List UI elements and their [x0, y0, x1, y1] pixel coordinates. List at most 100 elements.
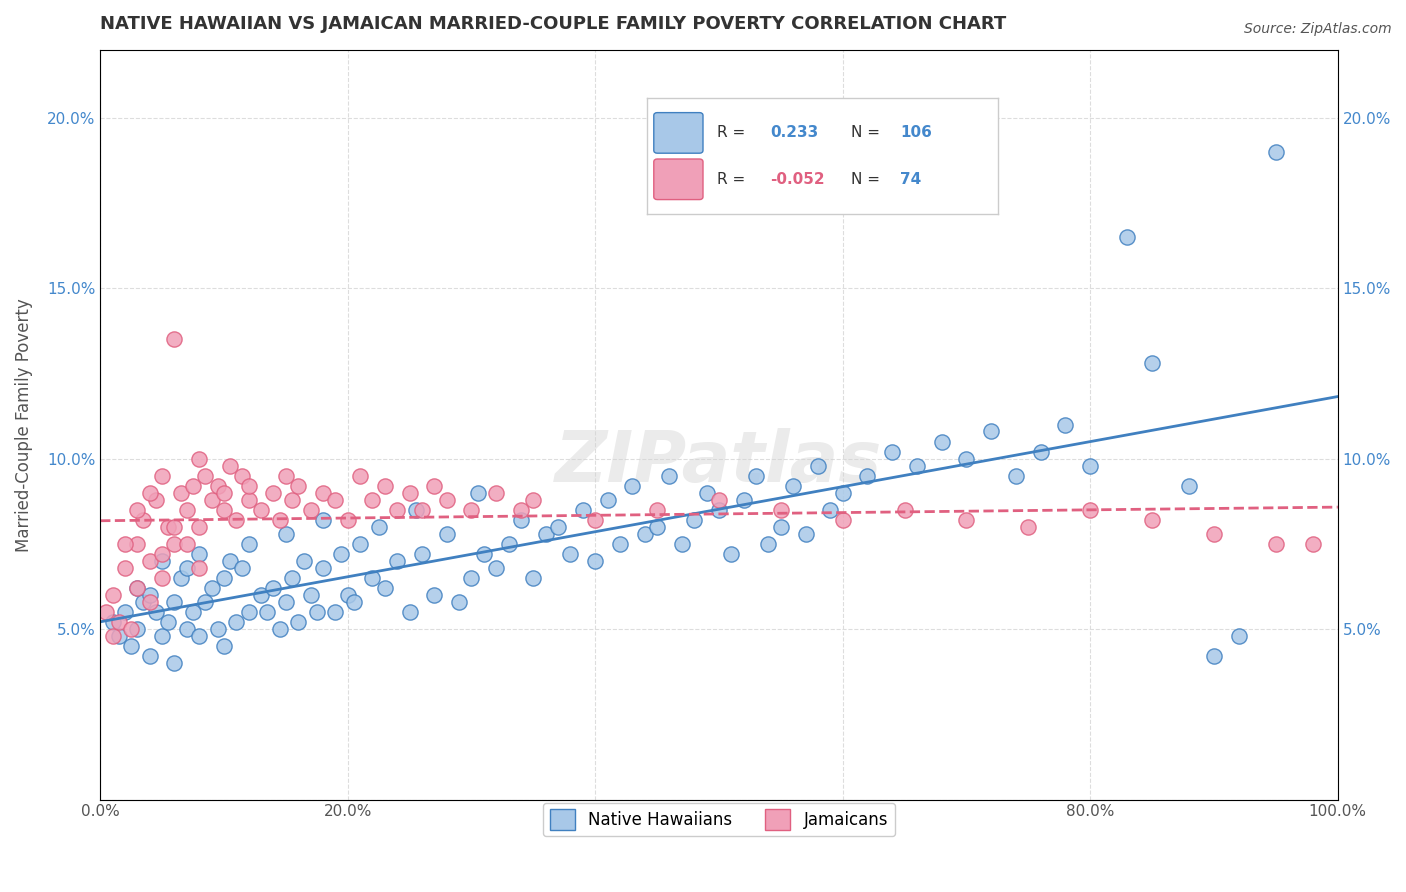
Point [281, 492, 304, 507]
Point [176, 537, 198, 551]
Point [707, 503, 730, 517]
Point [96, 605, 118, 619]
Point [1140, 356, 1163, 370]
Point [1078, 458, 1101, 473]
Point [150, 629, 173, 643]
Legend: Native Hawaiians, Jamaicans: Native Hawaiians, Jamaicans [543, 803, 896, 836]
Point [583, 513, 606, 527]
Point [467, 486, 489, 500]
Point [287, 615, 309, 630]
Point [1202, 649, 1225, 664]
Point [560, 547, 582, 561]
Point [385, 554, 408, 568]
Point [856, 468, 879, 483]
FancyBboxPatch shape [654, 159, 703, 200]
Point [893, 503, 915, 517]
Point [145, 492, 167, 507]
Point [349, 537, 371, 551]
Point [163, 520, 186, 534]
Point [107, 615, 129, 630]
Point [132, 595, 155, 609]
Point [485, 486, 508, 500]
Point [498, 537, 520, 551]
Point [522, 571, 544, 585]
Point [509, 513, 531, 527]
Point [683, 513, 706, 527]
Point [336, 588, 359, 602]
Point [250, 503, 273, 517]
Text: R =: R = [717, 172, 745, 186]
Point [330, 547, 353, 561]
Point [274, 468, 297, 483]
Point [436, 492, 458, 507]
Point [733, 492, 755, 507]
Point [398, 486, 420, 500]
Point [150, 547, 173, 561]
Point [250, 588, 273, 602]
Point [188, 547, 211, 561]
Point [127, 503, 149, 517]
Point [238, 537, 260, 551]
Point [101, 615, 124, 630]
Point [176, 622, 198, 636]
Point [1116, 230, 1139, 244]
Point [1302, 537, 1324, 551]
Point [423, 479, 446, 493]
Point [127, 581, 149, 595]
Point [769, 520, 792, 534]
Point [238, 492, 260, 507]
Text: NATIVE HAWAIIAN VS JAMAICAN MARRIED-COUPLE FAMILY POVERTY CORRELATION CHART: NATIVE HAWAIIAN VS JAMAICAN MARRIED-COUP… [100, 15, 1007, 33]
Point [150, 554, 173, 568]
Point [794, 526, 817, 541]
Text: 106: 106 [900, 126, 932, 140]
Point [269, 513, 291, 527]
Point [145, 605, 167, 619]
Point [1202, 526, 1225, 541]
Point [609, 537, 631, 551]
Point [460, 571, 482, 585]
Point [114, 537, 136, 551]
Point [831, 513, 853, 527]
Point [200, 581, 222, 595]
Point [336, 513, 359, 527]
Point [194, 595, 217, 609]
Point [157, 615, 180, 630]
Point [1264, 145, 1286, 159]
Point [231, 468, 253, 483]
Point [138, 649, 160, 664]
Point [436, 526, 458, 541]
Point [127, 581, 149, 595]
Point [207, 622, 229, 636]
FancyBboxPatch shape [654, 112, 703, 153]
Point [212, 639, 235, 653]
Point [583, 554, 606, 568]
Point [460, 503, 482, 517]
Point [274, 595, 297, 609]
Point [163, 537, 186, 551]
Point [176, 503, 198, 517]
Point [955, 451, 977, 466]
Point [207, 479, 229, 493]
Point [1005, 468, 1028, 483]
Text: 0.233: 0.233 [770, 126, 818, 140]
Point [398, 605, 420, 619]
Point [831, 486, 853, 500]
Point [194, 468, 217, 483]
Point [1264, 537, 1286, 551]
Point [509, 503, 531, 517]
Point [256, 605, 278, 619]
Point [645, 520, 668, 534]
Point [150, 571, 173, 585]
Point [299, 588, 322, 602]
Point [820, 503, 842, 517]
Point [423, 588, 446, 602]
Point [411, 547, 433, 561]
Point [238, 605, 260, 619]
Point [323, 605, 346, 619]
Point [225, 513, 247, 527]
Point [905, 458, 928, 473]
Point [150, 468, 173, 483]
Point [411, 503, 433, 517]
Point [312, 486, 335, 500]
Point [163, 595, 186, 609]
